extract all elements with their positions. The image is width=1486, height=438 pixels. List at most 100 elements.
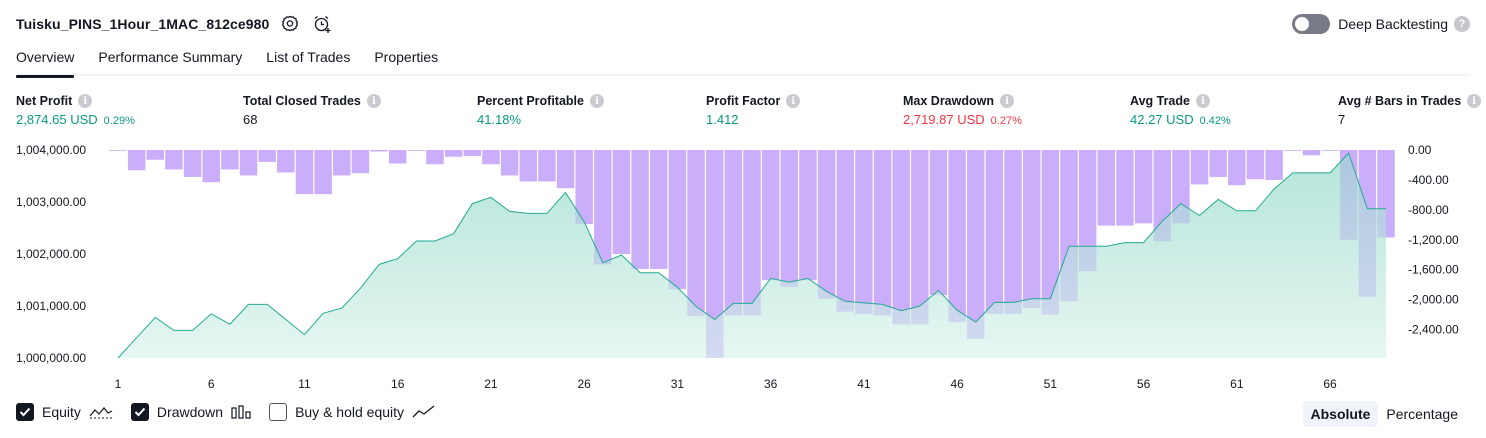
- buy-hold-checkbox[interactable]: [269, 403, 288, 421]
- drawdown-bar: [929, 150, 948, 296]
- drawdown-bar-overlay: [239, 150, 258, 176]
- drawdown-bar-overlay: [1172, 150, 1190, 224]
- y-left-tick-label: 1,002,000.00: [16, 247, 86, 261]
- drawdown-bar-overlay: [1134, 150, 1153, 224]
- drawdown-bar-overlay: [1377, 150, 1395, 238]
- drawdown-bar: [1302, 150, 1321, 156]
- metric-label: Total Closed Trades: [243, 94, 361, 108]
- metric-label: Percent Profitable: [477, 94, 584, 108]
- drawdown-bar-overlay: [1060, 150, 1078, 302]
- drawdown-bar: [556, 150, 575, 189]
- equity-line: [117, 152, 1386, 359]
- tab-list-of-trades[interactable]: List of Trades: [266, 49, 351, 65]
- x-tick-label: 46: [950, 377, 964, 391]
- drawdown-bar: [985, 150, 1004, 314]
- x-tick-label: 31: [671, 377, 685, 391]
- drawdown-bar: [463, 150, 482, 156]
- info-icon[interactable]: i: [786, 94, 801, 108]
- drawdown-bar-overlay: [1022, 150, 1041, 308]
- drawdown-bar: [650, 150, 668, 269]
- x-tick-label: 26: [577, 377, 591, 391]
- drawdown-bar-overlay: [668, 150, 687, 290]
- info-icon[interactable]: i: [78, 94, 93, 108]
- drawdown-bar-overlay: [1153, 150, 1171, 242]
- drawdown-bar-overlay: [817, 150, 836, 299]
- x-tick-label: 61: [1230, 377, 1244, 391]
- drawdown-bar: [1246, 150, 1265, 180]
- drawdown-bar: [705, 150, 724, 358]
- metric-percent: 0.27%: [990, 115, 1022, 127]
- percentage-button[interactable]: Percentage: [1386, 406, 1458, 422]
- drawdown-bar-overlay: [612, 150, 631, 254]
- tab-overview[interactable]: Overview: [16, 46, 75, 78]
- settings-gear-icon[interactable]: [279, 13, 301, 35]
- drawdown-bars-icon: [231, 405, 251, 419]
- info-icon[interactable]: i: [1467, 94, 1482, 108]
- drawdown-bar: [873, 150, 892, 316]
- y-right-tick-label: -2,400.00: [1408, 323, 1459, 337]
- drawdown-bar: [127, 150, 146, 171]
- drawdown-bar: [1022, 150, 1041, 308]
- drawdown-bar: [836, 150, 854, 312]
- drawdown-bar: [1228, 150, 1246, 186]
- add-alert-clock-icon[interactable]: [311, 13, 333, 35]
- chart-legend: Equity Drawdown Buy & hold equity: [16, 403, 454, 421]
- metric-percent-profitable: Percent Profitable i 41.18%: [477, 93, 604, 127]
- drawdown-bar: [1265, 150, 1283, 180]
- metric-avg-trade: Avg Trade i 42.27 USD 0.42%: [1130, 93, 1231, 127]
- metric-value: 2,719.87 USD: [903, 112, 985, 127]
- tab-properties[interactable]: Properties: [374, 49, 439, 65]
- deep-backtesting-toggle[interactable]: [1292, 14, 1331, 34]
- drawdown-bar-overlay: [1321, 150, 1339, 151]
- metric-percent: 0.29%: [103, 115, 135, 127]
- equity-checkbox[interactable]: [16, 403, 34, 421]
- drawdown-bar-overlay: [183, 150, 202, 177]
- x-tick-label: 1: [115, 377, 122, 391]
- drawdown-bar: [743, 150, 761, 316]
- legend-equity-label: Equity: [42, 404, 81, 420]
- metric-net-profit: Net Profit i 2,874.65 USD 0.29%: [16, 93, 135, 127]
- equity-drawdown-chart[interactable]: 1,004,000.00 1,003,000.00 1,002,000.00 1,00…: [0, 138, 1486, 396]
- drawdown-bar-overlay: [1004, 150, 1022, 314]
- drawdown-bar: [1078, 150, 1097, 272]
- drawdown-bar: [1134, 150, 1153, 224]
- drawdown-bar-overlay: [650, 150, 668, 269]
- absolute-button[interactable]: Absolute: [1302, 401, 1379, 427]
- legend-drawdown[interactable]: Drawdown: [130, 403, 251, 421]
- drawdown-bar-overlay: [594, 150, 612, 265]
- drawdown-bar: [780, 150, 799, 287]
- drawdown-bar: [631, 150, 649, 269]
- tab-performance-summary[interactable]: Performance Summary: [98, 49, 243, 65]
- drawdown-bar: [370, 150, 388, 152]
- y-left-tick-label: 1,004,000.00: [16, 143, 86, 157]
- legend-buy-hold[interactable]: Buy & hold equity: [269, 403, 436, 421]
- metric-profit-factor: Profit Factor i 1.412: [706, 93, 801, 127]
- metric-total-closed-trades: Total Closed Trades i 68: [243, 93, 381, 127]
- metric-value: 41.18%: [477, 112, 522, 127]
- deep-backtesting-control: Deep Backtesting ?: [1292, 13, 1470, 35]
- drawdown-bar-overlay: [127, 150, 146, 171]
- info-icon[interactable]: i: [1000, 94, 1014, 108]
- legend-equity[interactable]: Equity: [16, 403, 113, 421]
- drawdown-bar-overlay: [780, 150, 799, 287]
- drawdown-bar: [258, 150, 276, 162]
- drawdown-bar: [519, 150, 537, 182]
- legend-drawdown-label: Drawdown: [156, 404, 224, 420]
- info-icon[interactable]: i: [366, 94, 381, 108]
- metric-label: Avg # Bars in Trades: [1338, 94, 1462, 108]
- drawdown-bar: [221, 150, 239, 170]
- drawdown-bar: [575, 150, 593, 225]
- info-icon[interactable]: i: [589, 94, 604, 108]
- drawdown-bar: [1321, 150, 1339, 151]
- metric-percent: 0.42%: [1199, 115, 1231, 127]
- drawdown-bar-overlay: [1284, 150, 1302, 151]
- drawdown-bar-overlay: [146, 150, 165, 160]
- info-icon[interactable]: i: [1195, 94, 1210, 108]
- drawdown-bar-overlay: [314, 150, 332, 195]
- drawdown-checkbox[interactable]: [130, 403, 149, 421]
- help-question-icon[interactable]: ?: [1454, 16, 1470, 32]
- drawdown-bar-overlay: [444, 150, 463, 157]
- drawdown-bar-overlay: [1116, 150, 1134, 226]
- drawdown-bar-overlay: [855, 150, 873, 314]
- y-right-tick-label: -2,000.00: [1408, 293, 1459, 307]
